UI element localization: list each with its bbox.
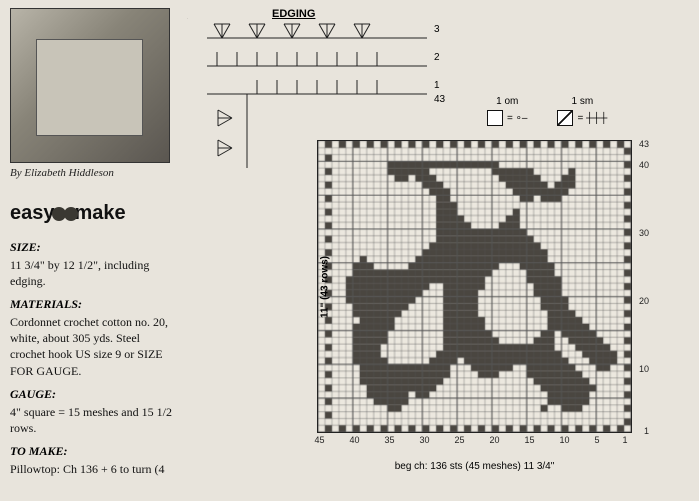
gauge-label: GAUGE: <box>10 387 175 402</box>
legend-solid-label: 1 sm <box>572 96 594 107</box>
y-tick: 43 <box>639 139 649 149</box>
edging-row-3: 3 <box>434 24 440 35</box>
photo-credit: By Elizabeth Hiddleson <box>10 167 175 179</box>
x-tick: 30 <box>420 435 430 445</box>
edging-row-2: 2 <box>434 52 440 63</box>
x-tick: 1 <box>623 435 628 445</box>
legend-open-sym: = ∘– <box>507 113 527 124</box>
logo-part-right: make <box>75 202 126 224</box>
tomake-text: Pillowtop: Ch 136 + 6 to turn (4 <box>10 461 175 477</box>
y-tick: 1 <box>644 426 649 436</box>
chart-x-label: beg ch: 136 sts (45 meshes) 11 3/4" <box>317 461 632 472</box>
solid-box-icon <box>557 110 573 126</box>
open-box-icon <box>487 110 503 126</box>
edging-row-1: 1 <box>434 80 440 91</box>
easy-to-make-logo: easy make <box>10 203 175 224</box>
x-tick: 45 <box>315 435 325 445</box>
materials-text: Cordonnet crochet cotton no. 20, white, … <box>10 314 175 379</box>
size-label: SIZE: <box>10 240 175 255</box>
y-tick: 30 <box>639 228 649 238</box>
legend-open-mesh: 1 om = ∘– <box>487 96 527 126</box>
x-tick: 20 <box>490 435 500 445</box>
y-tick: 10 <box>639 364 649 374</box>
gauge-text: 4" square = 15 meshes and 15 1/2 rows. <box>10 404 175 436</box>
filet-chart: 11" (43 rows) 43403020101 <box>317 140 632 433</box>
logo-part-left: easy <box>10 202 55 224</box>
materials-label: MATERIALS: <box>10 297 175 312</box>
y-tick: 20 <box>639 296 649 306</box>
x-tick: 10 <box>560 435 570 445</box>
y-tick: 40 <box>639 160 649 170</box>
chart-y-label: 11" (43 rows) <box>320 256 331 318</box>
legend-solid-sym: = ┼┼┼ <box>577 113 607 124</box>
legend-open-label: 1 om <box>496 96 518 107</box>
knot-icon <box>52 204 78 224</box>
product-photo <box>10 8 170 163</box>
legend-solid-mesh: 1 sm = ┼┼┼ <box>557 96 607 126</box>
x-tick: 40 <box>350 435 360 445</box>
edging-row-43: 43 <box>434 94 445 105</box>
x-tick: 35 <box>385 435 395 445</box>
size-text: 11 3/4" by 12 1/2", including edging. <box>10 257 175 289</box>
x-tick: 5 <box>595 435 600 445</box>
tomake-label: TO MAKE: <box>10 444 175 459</box>
x-tick: 25 <box>455 435 465 445</box>
stitch-legend: 1 om = ∘– 1 sm = ┼┼┼ <box>487 96 607 126</box>
x-tick: 15 <box>525 435 535 445</box>
